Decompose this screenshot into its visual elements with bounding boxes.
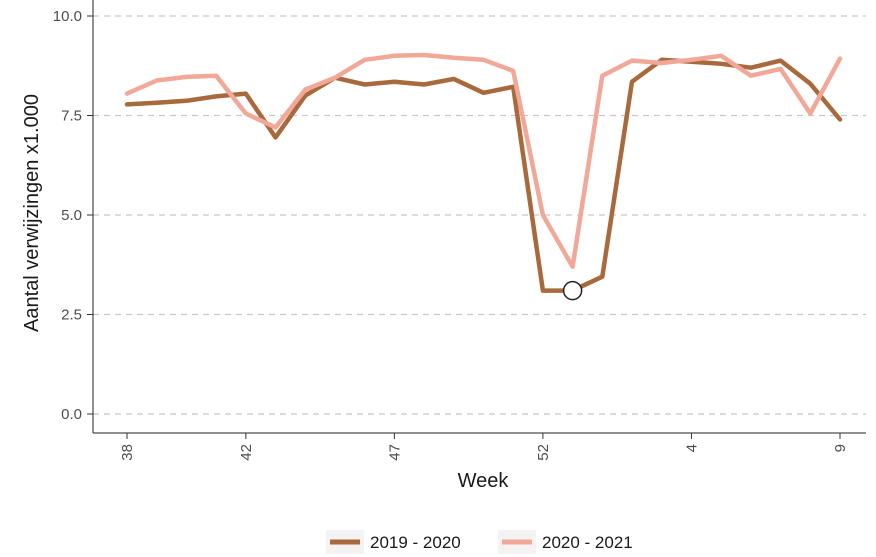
- legend: 2019 - 2020 2020 - 2021: [326, 530, 633, 554]
- series-line-2: [124, 52, 843, 269]
- markers: [562, 280, 583, 301]
- y-tick-label: 0.0: [61, 406, 82, 423]
- y-tick-label: 7.5: [61, 108, 82, 125]
- y-tick-label: 5.0: [61, 207, 82, 224]
- legend-label: 2020 - 2021: [542, 533, 633, 552]
- x-tick-label: 4: [683, 444, 700, 452]
- x-tick-label: 9: [832, 444, 849, 452]
- x-tick-label: 47: [386, 444, 403, 461]
- highlight-marker: [562, 280, 583, 301]
- x-tick-label: 52: [535, 444, 552, 461]
- gridlines: [93, 15, 866, 415]
- y-tick-label: 10.0: [53, 8, 82, 25]
- x-tick-label: 38: [119, 444, 136, 461]
- x-axis-ticks: 38 42 47 52 4 9: [119, 433, 849, 461]
- series-lines: [124, 52, 843, 293]
- y-axis-ticks: 0.0 2.5 5.0 7.5 10.0: [53, 8, 93, 423]
- y-tick-label: 2.5: [61, 307, 82, 324]
- legend-label: 2019 - 2020: [370, 533, 461, 552]
- series-line-1: [124, 57, 843, 293]
- x-tick-label: 42: [238, 444, 255, 461]
- y-axis-title: Aantal verwijzingen x1.000: [21, 94, 43, 332]
- x-axis-title: Week: [458, 470, 510, 492]
